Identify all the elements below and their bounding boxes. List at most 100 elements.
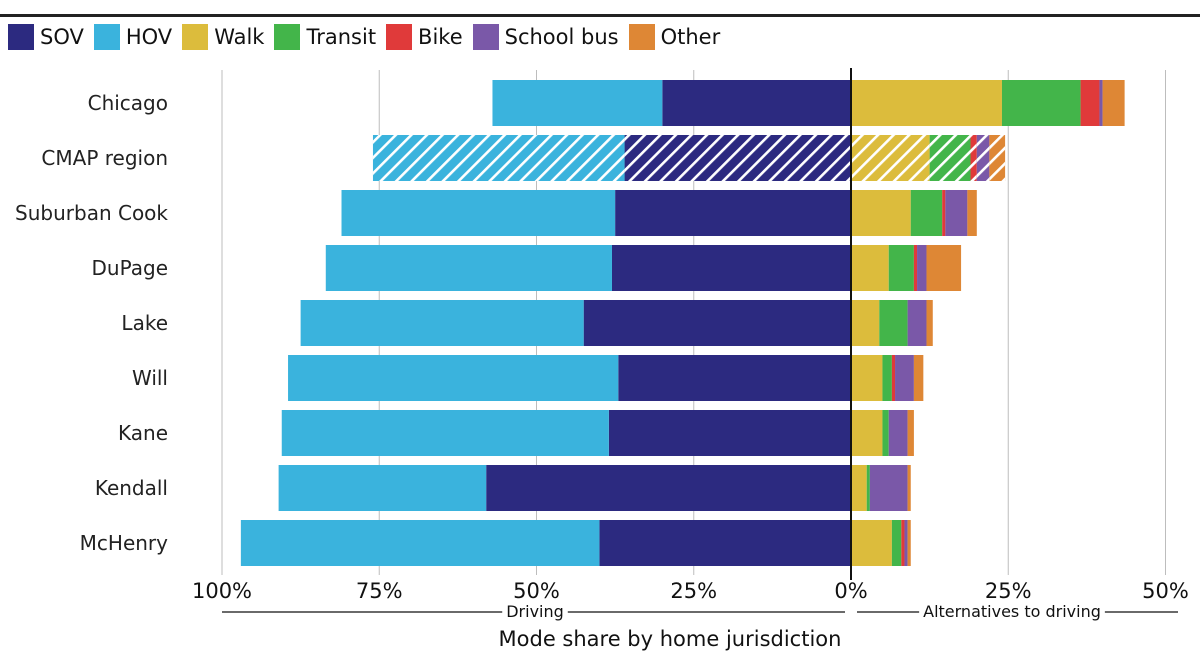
top-rule bbox=[0, 14, 1200, 17]
bar-chicago-transit bbox=[1001, 80, 1081, 126]
category-label-will: Will bbox=[132, 366, 168, 390]
bar-lake-hov bbox=[300, 300, 584, 346]
bar-lake-transit bbox=[879, 300, 908, 346]
category-label-chicago: Chicago bbox=[88, 91, 168, 115]
legend-label-transit: Transit bbox=[306, 25, 377, 49]
legend-label-bike: Bike bbox=[418, 25, 463, 49]
bar-kane-hov bbox=[281, 410, 609, 456]
bar-chicago-school-bus bbox=[1099, 80, 1103, 126]
bar-suburban-cook-sov bbox=[615, 190, 851, 236]
bar-dupage-school-bus bbox=[917, 245, 927, 291]
bar-suburban-cook-walk bbox=[851, 190, 911, 236]
category-label-dupage: DuPage bbox=[92, 256, 169, 280]
legend-label-sov: SOV bbox=[40, 25, 84, 49]
legend-swatch-walk bbox=[182, 24, 209, 50]
bar-will-other bbox=[913, 355, 924, 401]
tick-labels: 100% 75% 50% 25% 0% 25% 50% bbox=[192, 579, 1189, 603]
bar-hatch-overlay bbox=[851, 135, 930, 181]
bar-will-transit bbox=[882, 355, 892, 401]
bar-dupage-hov bbox=[325, 245, 612, 291]
bar-mchenry-sov bbox=[599, 520, 851, 566]
bar-lake-walk bbox=[851, 300, 880, 346]
x-tick-label: 25% bbox=[670, 579, 717, 603]
bar-mchenry-hov bbox=[240, 520, 600, 566]
legend-item-sov: SOV bbox=[8, 24, 84, 50]
category-label-lake: Lake bbox=[121, 311, 168, 335]
bar-suburban-cook-school-bus bbox=[945, 190, 968, 236]
x-tick-label: 0% bbox=[834, 579, 867, 603]
legend-label-hov: HOV bbox=[125, 25, 173, 49]
x-tick-label: 100% bbox=[192, 579, 252, 603]
bar-kendall-transit bbox=[866, 465, 870, 511]
bar-kane-school-bus bbox=[888, 410, 908, 456]
group-label-alternatives: Alternatives to driving bbox=[923, 602, 1101, 621]
category-label-suburban-cook: Suburban Cook bbox=[15, 201, 168, 225]
bar-kane-transit bbox=[882, 410, 889, 456]
bar-mchenry-school-bus bbox=[904, 520, 908, 566]
bars bbox=[240, 80, 1125, 566]
bar-lake-other bbox=[926, 300, 933, 346]
bar-will-hov bbox=[288, 355, 619, 401]
category-labels: Chicago CMAP region Suburban Cook DuPage Lak… bbox=[15, 91, 168, 555]
legend-swatch-transit bbox=[274, 24, 301, 50]
bar-suburban-cook-bike bbox=[942, 190, 946, 236]
bar-dupage-walk bbox=[851, 245, 889, 291]
category-label-cmap-region: CMAP region bbox=[41, 146, 168, 170]
bar-will-walk bbox=[851, 355, 883, 401]
bar-dupage-other bbox=[926, 245, 962, 291]
legend-item-hov: HOV bbox=[93, 24, 173, 50]
bar-kendall-school-bus bbox=[869, 465, 908, 511]
legend-swatch-hov bbox=[93, 24, 120, 50]
bar-hatch-overlay bbox=[929, 135, 971, 181]
legend-label-walk: Walk bbox=[214, 25, 265, 49]
bar-kane-sov bbox=[608, 410, 851, 456]
bar-will-school-bus bbox=[895, 355, 914, 401]
legend-swatch-other bbox=[628, 24, 655, 50]
category-label-kane: Kane bbox=[118, 421, 168, 445]
bar-kendall-walk bbox=[851, 465, 867, 511]
bar-kane-walk bbox=[851, 410, 883, 456]
bar-kane-other bbox=[907, 410, 914, 456]
bar-mchenry-bike bbox=[901, 520, 905, 566]
group-labels: Driving Alternatives to driving bbox=[222, 602, 1178, 621]
bar-hatch-overlay bbox=[624, 135, 851, 181]
bar-dupage-transit bbox=[888, 245, 914, 291]
category-label-kendall: Kendall bbox=[95, 476, 168, 500]
category-label-mchenry: McHenry bbox=[80, 531, 168, 555]
legend-item-transit: Transit bbox=[274, 24, 376, 50]
bar-dupage-bike bbox=[913, 245, 918, 291]
group-label-driving: Driving bbox=[506, 602, 564, 621]
legend-label-other: Other bbox=[660, 25, 721, 49]
legend-item-school-bus: School bus bbox=[472, 24, 619, 50]
bar-kendall-other bbox=[907, 465, 911, 511]
bar-hatch-overlay bbox=[976, 135, 990, 181]
bar-suburban-cook-hov bbox=[341, 190, 616, 236]
legend-swatch-school-bus bbox=[472, 24, 499, 50]
bar-suburban-cook-other bbox=[967, 190, 977, 236]
bar-hatch-overlay bbox=[970, 135, 977, 181]
x-tick-label: 50% bbox=[513, 579, 560, 603]
bar-dupage-sov bbox=[611, 245, 851, 291]
bar-chicago-bike bbox=[1080, 80, 1100, 126]
bar-chicago-other bbox=[1102, 80, 1125, 126]
bar-mchenry-other bbox=[907, 520, 911, 566]
x-tick-label: 75% bbox=[356, 579, 403, 603]
bar-lake-school-bus bbox=[907, 300, 927, 346]
bar-mchenry-transit bbox=[891, 520, 902, 566]
bar-hatch-overlay bbox=[989, 135, 1006, 181]
bar-kendall-hov bbox=[278, 465, 487, 511]
legend-label-school-bus: School bus bbox=[504, 25, 619, 49]
bar-kendall-sov bbox=[486, 465, 851, 511]
legend-item-other: Other bbox=[628, 24, 721, 50]
bar-will-bike bbox=[891, 355, 896, 401]
legend: SOV HOV Walk Transit Bike School bus Oth… bbox=[8, 22, 730, 52]
legend-swatch-bike bbox=[386, 24, 413, 50]
bar-chicago-hov bbox=[492, 80, 663, 126]
bar-chicago-sov bbox=[662, 80, 851, 126]
legend-swatch-sov bbox=[8, 24, 34, 50]
bar-hatch-overlay bbox=[372, 135, 625, 181]
legend-item-walk: Walk bbox=[182, 24, 264, 50]
bar-will-sov bbox=[618, 355, 851, 401]
x-tick-label: 50% bbox=[1142, 579, 1189, 603]
